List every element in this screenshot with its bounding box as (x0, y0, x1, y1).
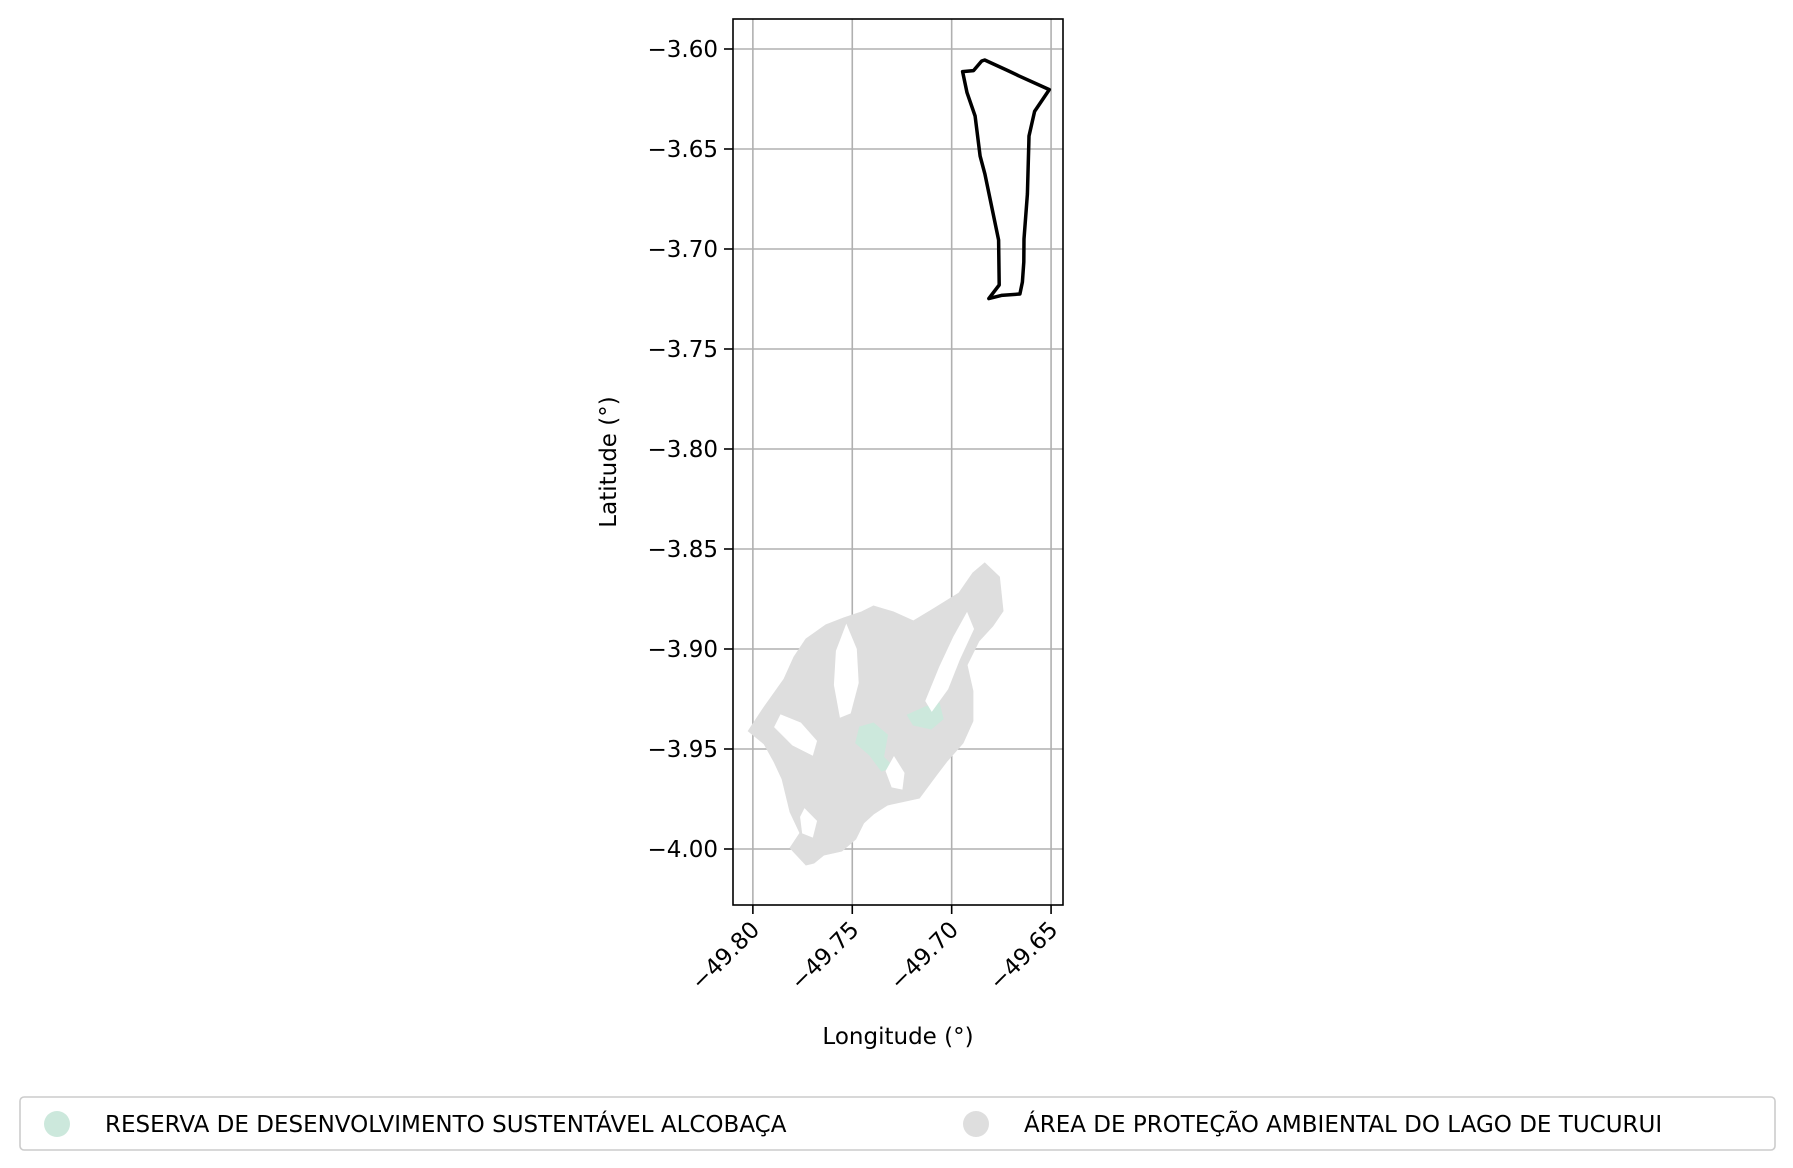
y-tick-label: −3.60 (648, 37, 718, 63)
legend: RESERVA DE DESENVOLVIMENTO SUSTENTÁVEL A… (19, 1096, 1776, 1151)
y-tick-label: −3.95 (648, 737, 718, 763)
y-tick-label: −3.70 (648, 237, 718, 263)
y-tick-label: −4.00 (648, 837, 718, 863)
legend-marker-alcobaca (44, 1111, 70, 1137)
x-tick-label: −49.65 (985, 917, 1064, 996)
y-tick-label: −3.80 (648, 437, 718, 463)
y-tick-label: −3.90 (648, 637, 718, 663)
legend-marker-tucurui (963, 1111, 989, 1137)
map-features (747, 58, 1052, 866)
apa-lago-tucurui (747, 562, 1004, 866)
x-axis-label: Longitude (°) (822, 1024, 973, 1050)
axes-frame (732, 18, 1064, 906)
y-tick-label: −3.75 (648, 337, 718, 363)
y-tick-label: −3.85 (648, 537, 718, 563)
x-tick-label: −49.70 (885, 917, 964, 996)
legend-label-tucurui: ÁREA DE PROTEÇÃO AMBIENTAL DO LAGO DE TU… (1024, 1110, 1662, 1138)
water-inlet (885, 756, 905, 790)
y-axis-label: Latitude (°) (596, 396, 622, 527)
boundary-outline (960, 58, 1052, 301)
water-inlet (800, 808, 818, 838)
x-tick-label: −49.75 (786, 917, 865, 996)
water-inlet (833, 623, 859, 718)
resex-alcobaca-a (906, 702, 944, 730)
legend-frame (19, 1096, 1776, 1151)
water-inlet (925, 611, 975, 712)
x-tick-label: −49.80 (687, 917, 766, 996)
legend-label-alcobaca: RESERVA DE DESENVOLVIMENTO SUSTENTÁVEL A… (105, 1110, 787, 1138)
water-inlet (774, 714, 818, 756)
y-tick-label: −3.65 (648, 137, 718, 163)
